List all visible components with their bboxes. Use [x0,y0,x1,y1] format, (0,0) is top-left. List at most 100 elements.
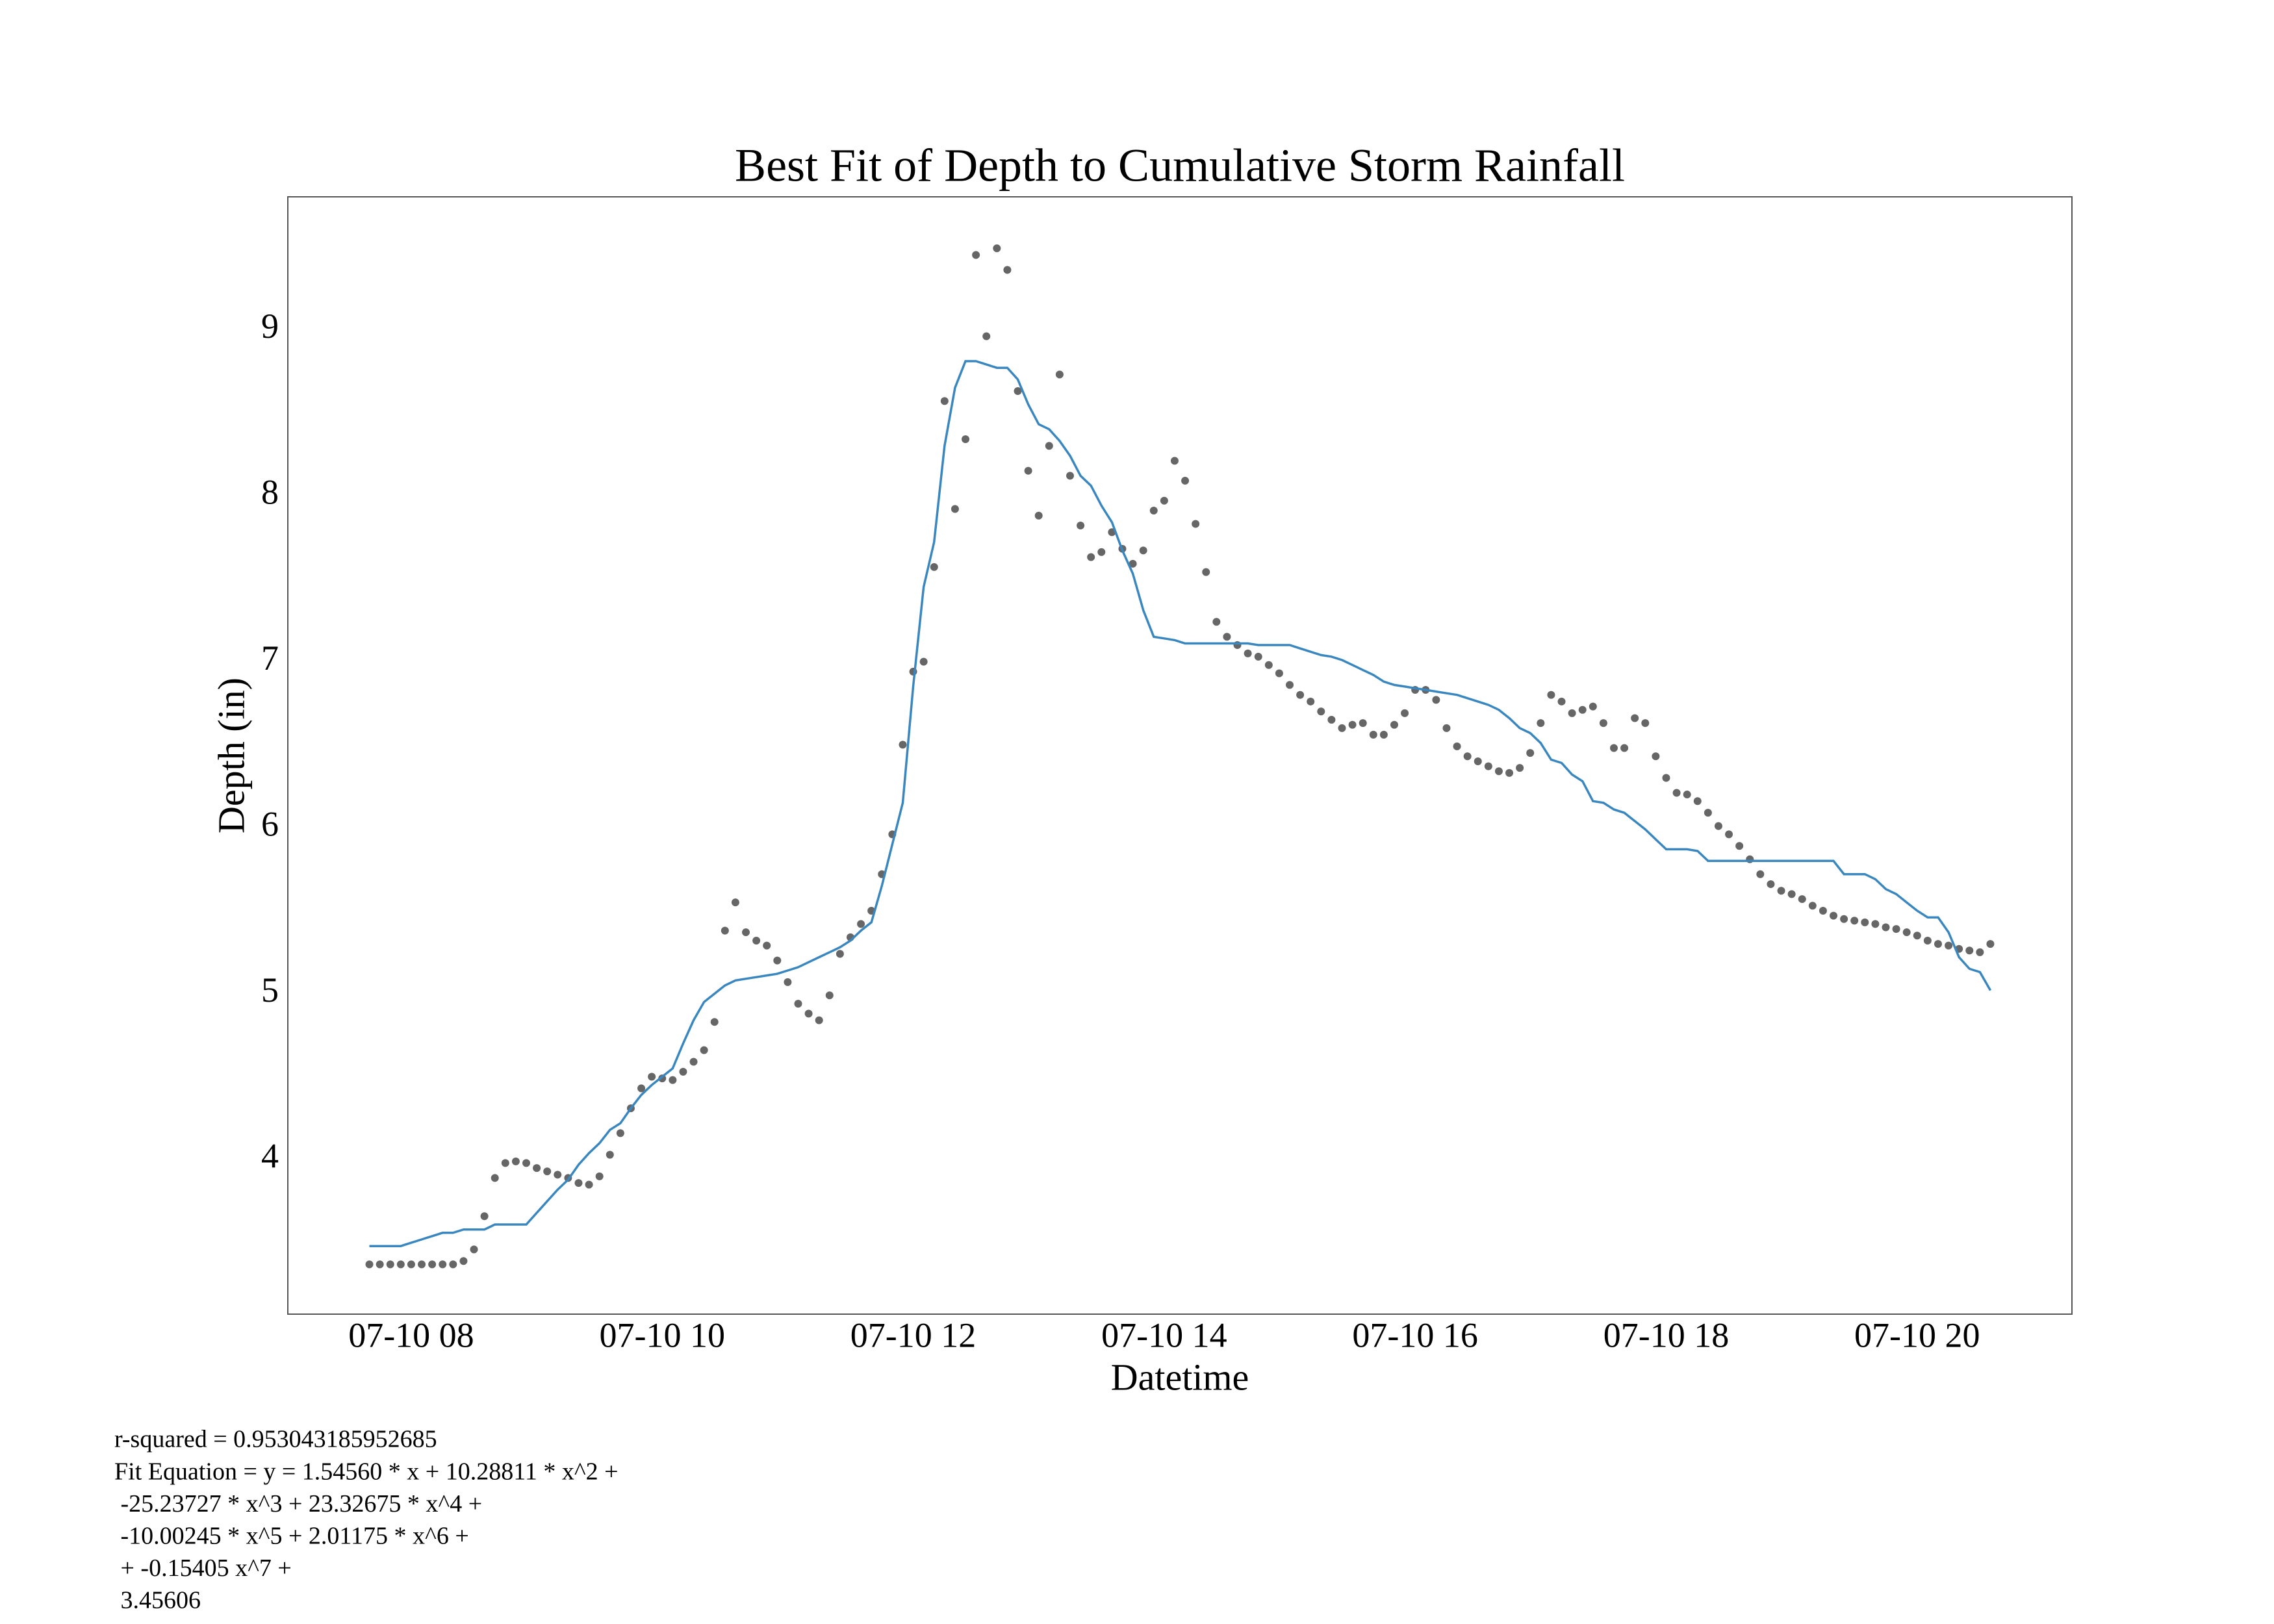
data-point [1160,496,1168,505]
data-point [982,332,991,340]
data-point [1986,940,1995,948]
data-point [1432,696,1440,704]
data-point [648,1072,656,1081]
data-point [1077,522,1085,530]
data-point [1798,895,1806,904]
data-point [1945,941,1953,950]
y-tick-label: 5 [261,971,279,1009]
data-point [1505,768,1514,777]
data-point [700,1046,708,1054]
data-point [1212,618,1221,626]
x-tick-label: 07-10 14 [1101,1315,1227,1354]
fit-line [369,360,1992,1247]
plot-frame [287,196,2073,1315]
data-point [919,657,928,666]
annotation: Fit Equation = y = 1.54560 * x + 10.2881… [114,1458,619,1485]
y-tick-label: 6 [261,805,279,844]
data-point [637,1084,646,1093]
data-point [1275,669,1283,678]
data-point [1045,442,1053,450]
data-point [1526,749,1535,757]
data-point [1568,709,1576,717]
data-point [1066,472,1074,480]
data-point [1348,720,1357,729]
data-point [1317,707,1325,716]
data-point [669,1076,677,1084]
x-tick-label: 07-10 12 [850,1315,976,1354]
data-point [679,1067,687,1076]
data-point [1631,714,1639,722]
data-point [1244,649,1252,657]
data-point [595,1172,604,1180]
data-point [470,1245,478,1254]
data-point [1620,744,1629,752]
data-point [1254,652,1262,661]
data-point [1902,928,1911,937]
data-point [930,563,938,571]
data-point [1641,719,1650,728]
data-point [1286,681,1294,689]
data-point [1494,767,1503,776]
data-point [1830,911,1838,920]
data-point [1714,822,1722,830]
data-point [1892,925,1900,933]
data-point [1589,702,1597,711]
data-point [418,1260,426,1269]
data-point [1223,633,1231,641]
data-point [794,1000,802,1008]
annotation: -25.23727 * x^3 + 23.32675 * x^4 + [114,1490,482,1517]
data-point [1965,946,1974,955]
data-point [773,956,782,965]
data-point [1547,691,1555,699]
data-point [1264,661,1273,669]
data-point [731,898,739,907]
data-point [1149,507,1158,515]
data-point [1170,457,1179,465]
annotation: -10.00245 * x^5 + 2.01175 * x^6 + [114,1523,469,1550]
data-point [1359,719,1367,728]
data-point [533,1164,541,1173]
data-point [1192,520,1200,528]
data-point [1034,511,1043,520]
data-point [1923,936,1932,945]
data-point [689,1058,698,1066]
data-point [1819,906,1827,915]
data-point [1087,553,1095,561]
data-point [1672,789,1681,797]
data-point [899,741,907,749]
data-point [710,1018,719,1026]
data-point [1578,705,1587,714]
x-tick-label: 07-10 10 [599,1315,724,1354]
data-point [1652,752,1660,761]
data-point [1704,809,1712,817]
data-point [972,251,980,259]
data-point [511,1157,520,1165]
data-point [428,1260,437,1269]
data-point [1693,797,1702,806]
y-axis-label: Depth (in) [210,678,252,833]
data-point [396,1260,405,1269]
data-point [574,1179,583,1187]
data-point [1609,744,1618,752]
data-point [962,435,970,444]
data-point [1338,724,1346,732]
data-point [543,1167,552,1176]
x-tick-label: 07-10 20 [1854,1315,1980,1354]
data-point [1307,697,1315,705]
y-tick-label: 7 [261,639,279,678]
data-point [742,928,750,937]
data-point [1777,887,1785,895]
data-point [491,1174,499,1182]
data-point [1129,559,1137,568]
data-point [1882,923,1890,932]
data-point [1024,466,1032,475]
y-tick-label: 4 [261,1137,279,1176]
data-point [1767,880,1775,889]
data-point [1003,266,1012,274]
data-point [365,1260,374,1269]
y-tick-label: 9 [261,307,279,346]
annotation: 3.45606 [114,1587,201,1614]
data-point [836,950,844,958]
